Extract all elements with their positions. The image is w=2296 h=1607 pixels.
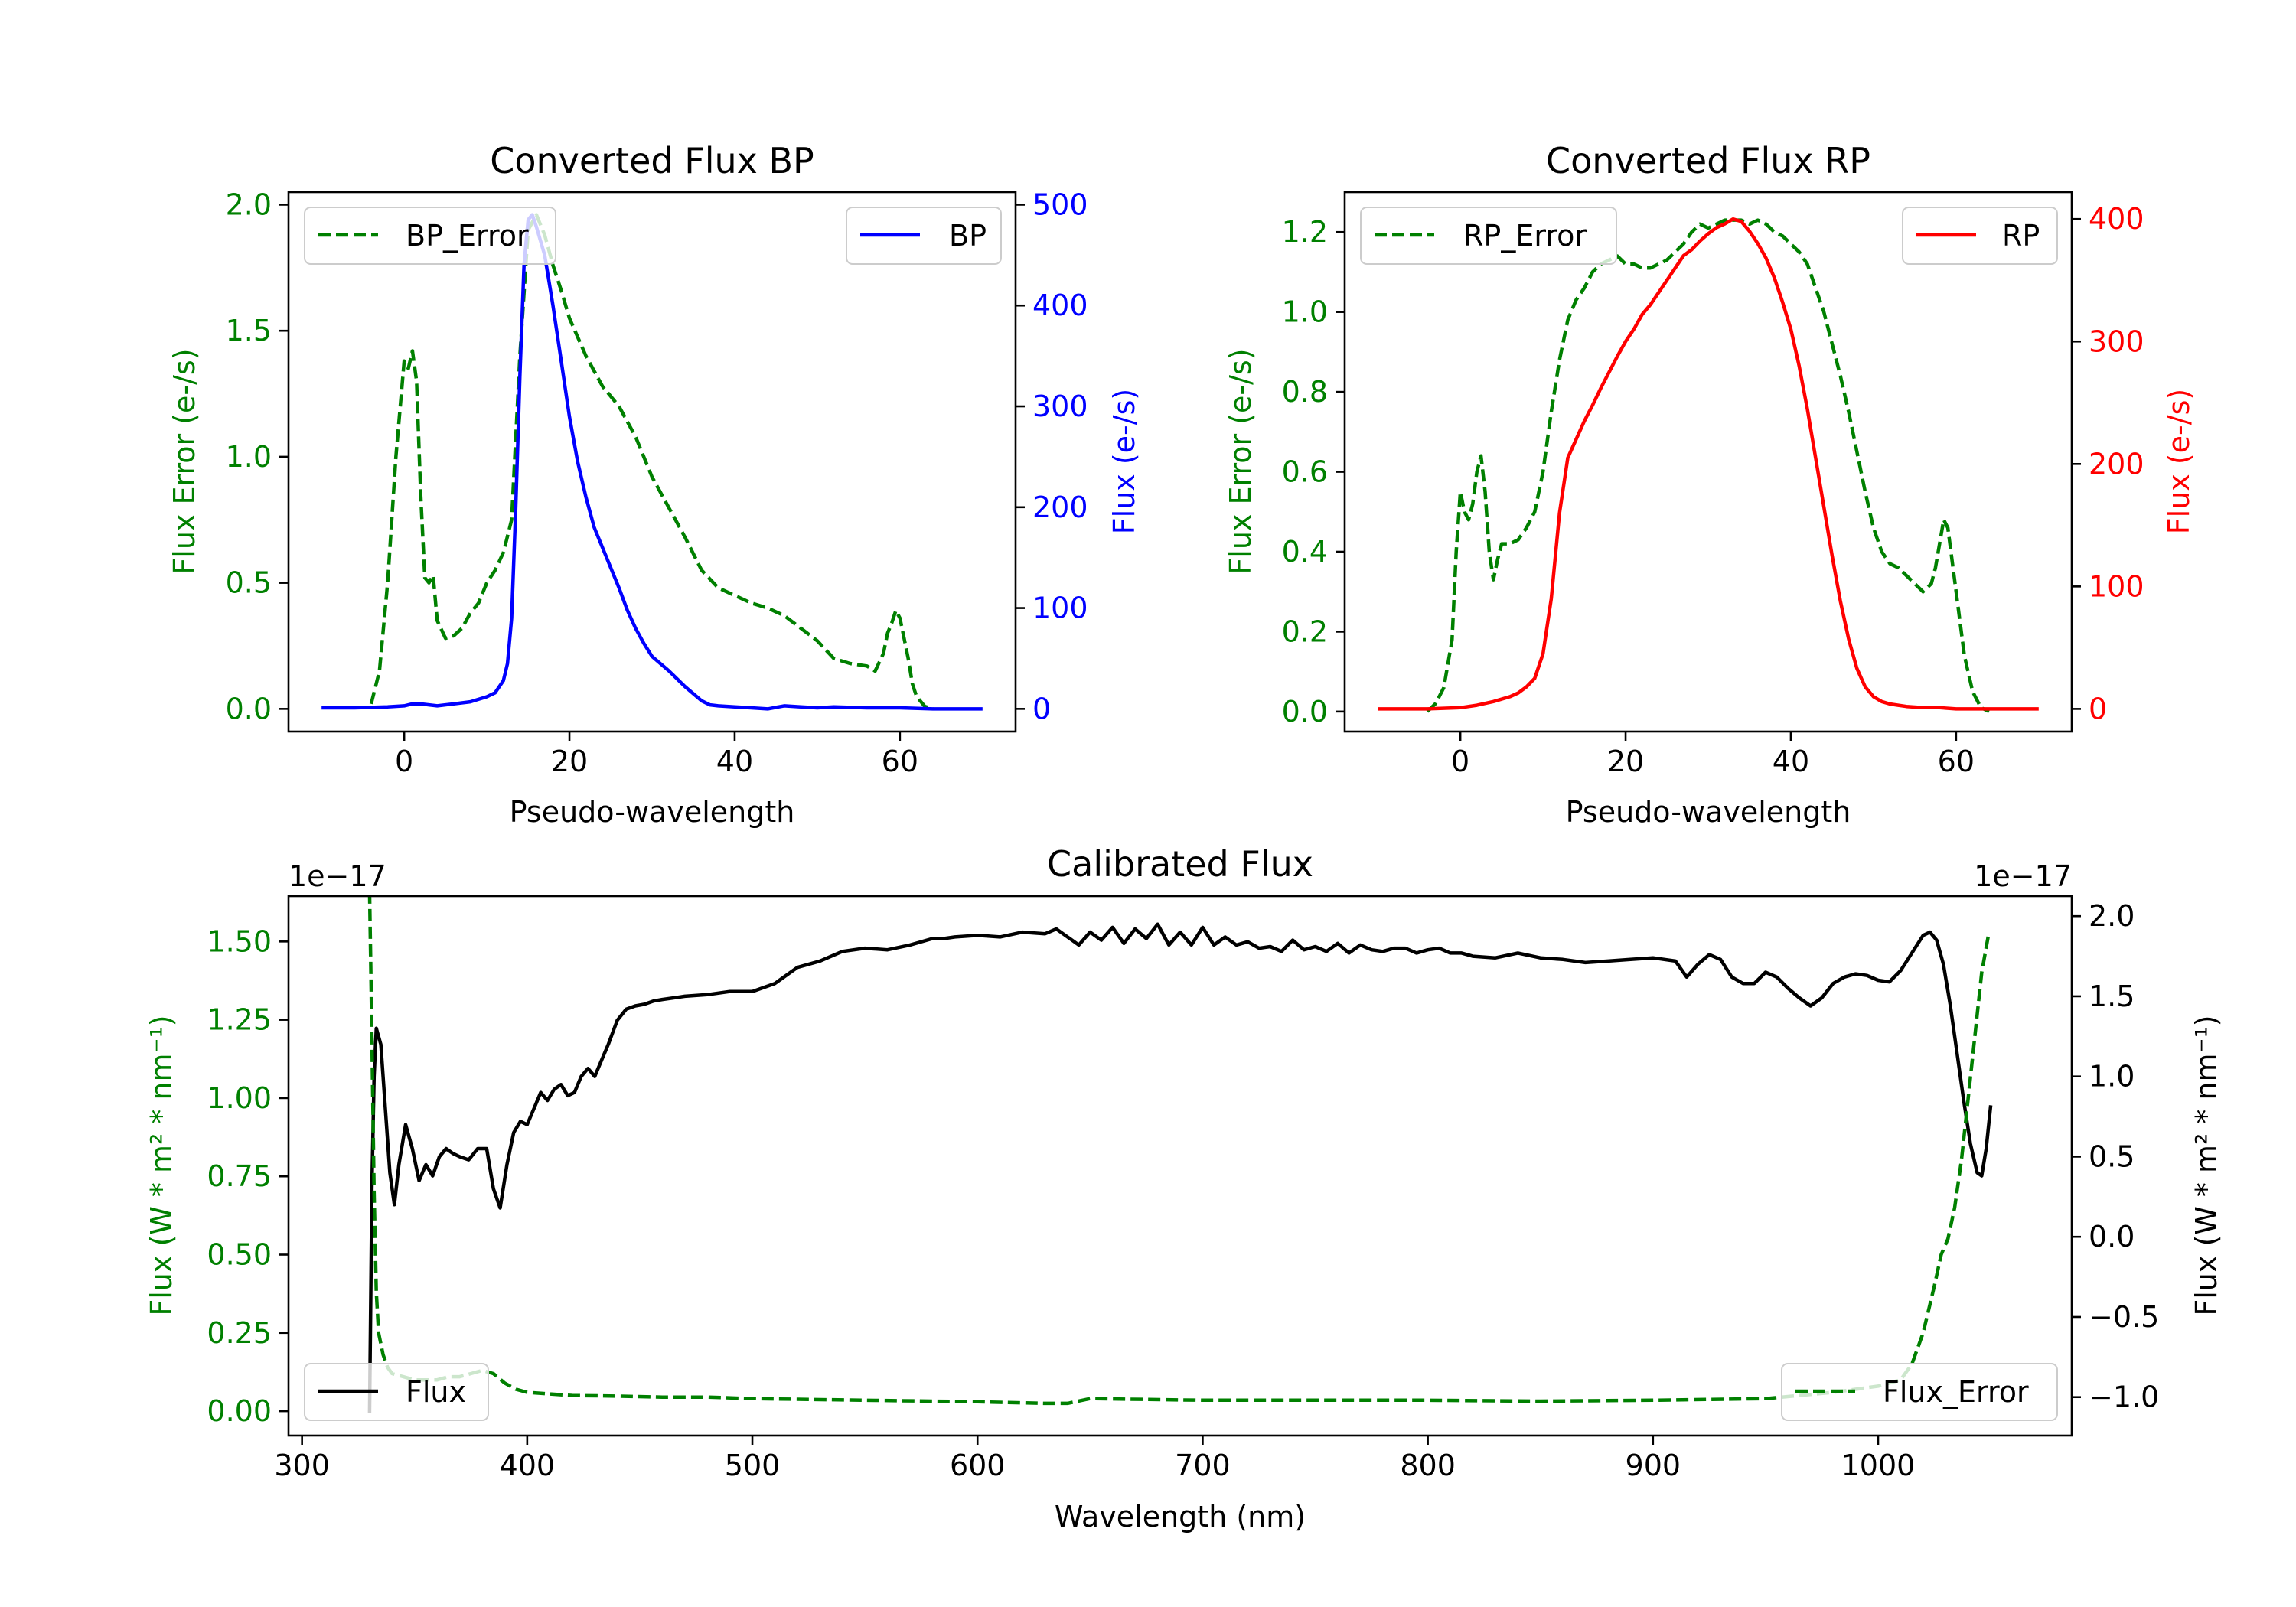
panel-converted-flux-rp: Converted Flux RP Pseudo-wavelength Flux… bbox=[1224, 140, 2196, 829]
y-tick-label-right: 300 bbox=[1032, 390, 1088, 423]
chart-title: Converted Flux RP bbox=[1546, 140, 1870, 181]
y-tick-label-left: 0.5 bbox=[226, 566, 272, 600]
x-tick-label: 40 bbox=[1773, 745, 1809, 778]
x-tick-label: 400 bbox=[500, 1449, 556, 1482]
y-tick-label-right: 100 bbox=[2089, 569, 2144, 603]
x-tick-label: 20 bbox=[1607, 745, 1644, 778]
panel-converted-flux-bp: Converted Flux BP Pseudo-wavelength Flux… bbox=[168, 140, 1141, 829]
y-tick-label-left: 0.0 bbox=[226, 692, 272, 725]
y-tick-label-right: 0.0 bbox=[2089, 1220, 2135, 1253]
y-tick-label-right: 400 bbox=[2089, 202, 2144, 236]
y-axis-label-left: Flux Error (e-/s) bbox=[168, 348, 201, 574]
legend-label-bp-error: BP_Error bbox=[406, 219, 529, 253]
x-tick-label: 1000 bbox=[1841, 1449, 1916, 1482]
y-tick-label-left: 0.4 bbox=[1282, 535, 1328, 569]
series-line-rp bbox=[1378, 217, 2039, 711]
series-line-bp bbox=[321, 213, 983, 711]
legend-label-flux-error: Flux_Error bbox=[1883, 1375, 2029, 1409]
y-axis-label-left: Flux (W * m² * nm⁻¹) bbox=[145, 1015, 178, 1315]
y-tick-label-right: 200 bbox=[2089, 447, 2144, 481]
legend-label-flux: Flux bbox=[406, 1375, 466, 1409]
y-tick-label-right: 100 bbox=[1032, 592, 1088, 625]
legend-label-rp: RP bbox=[2002, 219, 2040, 253]
x-tick-label: 800 bbox=[1400, 1449, 1456, 1482]
x-tick-label: 900 bbox=[1626, 1449, 1681, 1482]
series-line-bp-error bbox=[369, 213, 934, 711]
y-tick-label-right: 0.5 bbox=[2089, 1139, 2135, 1173]
axes-frame bbox=[1343, 191, 2073, 733]
y-tick-label-left: 0.2 bbox=[1282, 614, 1328, 648]
legend-box bbox=[846, 207, 1002, 265]
x-axis-label: Pseudo-wavelength bbox=[510, 795, 795, 829]
chart-title: Converted Flux BP bbox=[490, 140, 814, 181]
legend-bp-error: BP_Error bbox=[304, 207, 556, 265]
x-tick-label: 0 bbox=[395, 745, 413, 778]
x-tick-label: 500 bbox=[725, 1449, 781, 1482]
y-tick-label-left: 0.25 bbox=[207, 1316, 272, 1350]
x-tick-label: 300 bbox=[274, 1449, 330, 1482]
legend-bp: BP bbox=[846, 207, 1002, 265]
x-tick-label: 20 bbox=[551, 745, 588, 778]
axes-frame bbox=[287, 191, 1017, 733]
x-axis-label: Pseudo-wavelength bbox=[1566, 795, 1851, 829]
y-tick-label-right: 2.0 bbox=[2089, 899, 2135, 933]
y-tick-label-left: 1.0 bbox=[1282, 295, 1328, 329]
y-tick-label-right: 1.5 bbox=[2089, 980, 2135, 1013]
y-axis-label-right: Flux (e-/s) bbox=[2162, 389, 2196, 534]
legend-rp-error: RP_Error bbox=[1360, 207, 1617, 265]
y-axis-label-left: Flux Error (e-/s) bbox=[1224, 348, 1257, 574]
y-axis-label-right: Flux (e-/s) bbox=[1107, 389, 1141, 534]
y-tick-label-left: 1.0 bbox=[226, 440, 272, 474]
legend-box bbox=[1781, 1363, 2058, 1421]
y-tick-label-right: −1.0 bbox=[2089, 1380, 2159, 1414]
y-tick-label-left: 1.50 bbox=[207, 924, 272, 958]
y-tick-label-left: 1.5 bbox=[226, 314, 272, 347]
y-tick-label-right: 0 bbox=[1032, 692, 1051, 725]
legend-label-bp: BP bbox=[949, 219, 987, 253]
y-tick-label-left: 2.0 bbox=[226, 187, 272, 221]
legend-box bbox=[304, 1363, 489, 1421]
y-tick-label-right: 0 bbox=[2089, 692, 2107, 725]
x-tick-label: 60 bbox=[882, 745, 918, 778]
x-tick-label: 60 bbox=[1938, 745, 1975, 778]
y-tick-label-right: 1.0 bbox=[2089, 1060, 2135, 1094]
y-tick-label-left: 0.6 bbox=[1282, 455, 1328, 489]
legend-box bbox=[304, 207, 556, 265]
y-tick-label-left: 1.2 bbox=[1282, 215, 1328, 249]
y-tick-label-right: 200 bbox=[1032, 491, 1088, 524]
y-tick-label-left: 0.8 bbox=[1282, 375, 1328, 409]
x-tick-label: 600 bbox=[950, 1449, 1006, 1482]
y-tick-label-right: −0.5 bbox=[2089, 1300, 2159, 1334]
x-tick-label: 700 bbox=[1175, 1449, 1231, 1482]
y-tick-label-right: 400 bbox=[1032, 288, 1088, 322]
y-tick-label-left: 1.25 bbox=[207, 1003, 272, 1037]
x-tick-label: 0 bbox=[1451, 745, 1469, 778]
legend-flux: Flux bbox=[304, 1363, 489, 1421]
y-tick-label-left: 0.50 bbox=[207, 1237, 272, 1271]
y-axis-label-right: Flux (W * m² * nm⁻¹) bbox=[2190, 1015, 2223, 1315]
y-tick-label-left: 0.75 bbox=[207, 1159, 272, 1193]
y-tick-label-right: 300 bbox=[2089, 324, 2144, 358]
y-tick-label-right: 500 bbox=[1032, 187, 1088, 221]
y-tick-label-left: 1.00 bbox=[207, 1081, 272, 1115]
offset-label-right: 1e−17 bbox=[1974, 859, 2072, 893]
series-line-rp-error bbox=[1426, 218, 1990, 713]
legend-flux-error: Flux_Error bbox=[1781, 1363, 2058, 1421]
panel-calibrated-flux: Calibrated Flux Wavelength (nm) Flux (W … bbox=[145, 843, 2223, 1534]
series-line-flux bbox=[367, 922, 1993, 1413]
legend-label-rp-error: RP_Error bbox=[1463, 219, 1587, 253]
y-tick-label-left: 0.00 bbox=[207, 1394, 272, 1428]
legend-box bbox=[1902, 207, 2058, 265]
x-tick-label: 40 bbox=[716, 745, 753, 778]
x-axis-label: Wavelength (nm) bbox=[1055, 1500, 1306, 1534]
offset-label-left: 1e−17 bbox=[289, 859, 386, 893]
legend-box bbox=[1360, 207, 1617, 265]
y-tick-label-left: 0.0 bbox=[1282, 695, 1328, 729]
chart-title: Calibrated Flux bbox=[1047, 843, 1313, 885]
axes-frame bbox=[287, 895, 2073, 1437]
legend-rp: RP bbox=[1902, 207, 2058, 265]
